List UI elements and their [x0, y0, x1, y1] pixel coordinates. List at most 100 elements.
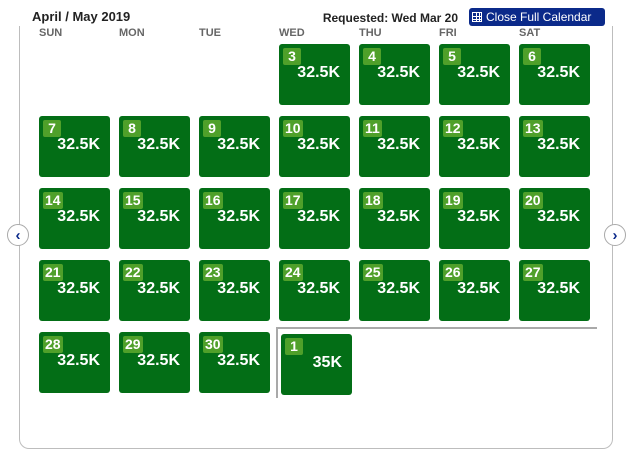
day-number: 24: [283, 264, 303, 281]
weekday-wed: WED: [279, 27, 305, 39]
day-price: 32.5K: [137, 352, 180, 369]
day-cell[interactable]: 13 32.5K: [519, 116, 590, 177]
day-price: 32.5K: [537, 64, 580, 81]
day-price: 32.5K: [137, 136, 180, 153]
day-number: 26: [443, 264, 463, 281]
day-price: 32.5K: [377, 136, 420, 153]
weekday-mon: MON: [119, 27, 145, 39]
day-cell[interactable]: 22 32.5K: [119, 260, 190, 321]
day-cell[interactable]: 7 32.5K: [39, 116, 110, 177]
day-price: 32.5K: [137, 208, 180, 225]
day-cell[interactable]: 30 32.5K: [199, 332, 270, 393]
day-number: 15: [123, 192, 143, 209]
weekday-sat: SAT: [519, 27, 541, 39]
close-full-calendar-label: Close Full Calendar: [486, 10, 592, 24]
day-cell[interactable]: 14 32.5K: [39, 188, 110, 249]
day-cell[interactable]: 3 32.5K: [279, 44, 350, 105]
close-full-calendar-button[interactable]: Close Full Calendar: [469, 8, 605, 26]
day-cell[interactable]: 12 32.5K: [439, 116, 510, 177]
day-number: 4: [363, 48, 381, 65]
day-cell[interactable]: 4 32.5K: [359, 44, 430, 105]
day-price: 32.5K: [137, 280, 180, 297]
day-number: 30: [203, 336, 223, 353]
day-cell[interactable]: 5 32.5K: [439, 44, 510, 105]
day-price: 32.5K: [57, 280, 100, 297]
day-price: 32.5K: [457, 136, 500, 153]
day-cell[interactable]: 16 32.5K: [199, 188, 270, 249]
day-number: 8: [123, 120, 141, 137]
day-number: 17: [283, 192, 303, 209]
day-number: 1: [285, 338, 303, 355]
day-price: 32.5K: [297, 64, 340, 81]
day-cell[interactable]: 15 32.5K: [119, 188, 190, 249]
day-cell[interactable]: 28 32.5K: [39, 332, 110, 393]
day-price: 35K: [312, 354, 342, 371]
day-number: 3: [283, 48, 301, 65]
calendar-grid-icon: [472, 12, 482, 22]
day-cell[interactable]: 27 32.5K: [519, 260, 590, 321]
day-cell[interactable]: 6 32.5K: [519, 44, 590, 105]
day-price: 32.5K: [217, 280, 260, 297]
day-cell[interactable]: 24 32.5K: [279, 260, 350, 321]
day-number: 25: [363, 264, 383, 281]
day-number: 11: [363, 120, 382, 137]
day-cell[interactable]: 23 32.5K: [199, 260, 270, 321]
day-number: 22: [123, 264, 143, 281]
day-cell[interactable]: 29 32.5K: [119, 332, 190, 393]
weekday-sun: SUN: [39, 27, 63, 39]
day-price: 32.5K: [457, 280, 500, 297]
day-number: 21: [43, 264, 63, 281]
day-cell[interactable]: 21 32.5K: [39, 260, 110, 321]
day-price: 32.5K: [57, 208, 100, 225]
day-cell[interactable]: 17 32.5K: [279, 188, 350, 249]
day-price: 32.5K: [57, 136, 100, 153]
day-number: 5: [443, 48, 461, 65]
day-cell[interactable]: 20 32.5K: [519, 188, 590, 249]
next-month-button[interactable]: ›: [604, 224, 626, 246]
weekday-fri: FRI: [439, 27, 457, 39]
day-number: 13: [523, 120, 543, 137]
chevron-right-icon: ›: [612, 226, 618, 244]
day-number: 19: [443, 192, 463, 209]
requested-date: Requested: Wed Mar 20: [322, 11, 458, 25]
day-number: 28: [43, 336, 63, 353]
day-cell[interactable]: 18 32.5K: [359, 188, 430, 249]
day-cell[interactable]: 9 32.5K: [199, 116, 270, 177]
day-price: 32.5K: [537, 136, 580, 153]
prev-month-button[interactable]: ‹: [7, 224, 29, 246]
day-price: 32.5K: [297, 208, 340, 225]
day-number: 7: [43, 120, 61, 137]
day-number: 6: [523, 48, 541, 65]
day-number: 10: [283, 120, 303, 137]
day-price: 32.5K: [57, 352, 100, 369]
weekday-thu: THU: [359, 27, 382, 39]
day-number: 23: [203, 264, 223, 281]
day-cell[interactable]: 25 32.5K: [359, 260, 430, 321]
day-price: 32.5K: [377, 64, 420, 81]
day-number: 20: [523, 192, 543, 209]
day-price: 32.5K: [297, 280, 340, 297]
day-number: 14: [43, 192, 63, 209]
day-number: 16: [203, 192, 223, 209]
day-price: 32.5K: [457, 64, 500, 81]
day-price: 32.5K: [537, 280, 580, 297]
weekday-tue: TUE: [199, 27, 221, 39]
day-cell[interactable]: 1 35K: [281, 334, 352, 395]
day-number: 9: [203, 120, 221, 137]
day-number: 29: [123, 336, 143, 353]
day-cell[interactable]: 11 32.5K: [359, 116, 430, 177]
day-cell[interactable]: 8 32.5K: [119, 116, 190, 177]
day-price: 32.5K: [377, 280, 420, 297]
day-cell[interactable]: 10 32.5K: [279, 116, 350, 177]
chevron-left-icon: ‹: [15, 226, 21, 244]
day-price: 32.5K: [537, 208, 580, 225]
day-number: 27: [523, 264, 543, 281]
day-price: 32.5K: [217, 208, 260, 225]
calendar-title: April / May 2019: [32, 9, 131, 24]
day-number: 12: [443, 120, 463, 137]
month-divider-vertical: [276, 327, 278, 398]
day-cell[interactable]: 26 32.5K: [439, 260, 510, 321]
day-cell[interactable]: 19 32.5K: [439, 188, 510, 249]
day-price: 32.5K: [217, 136, 260, 153]
